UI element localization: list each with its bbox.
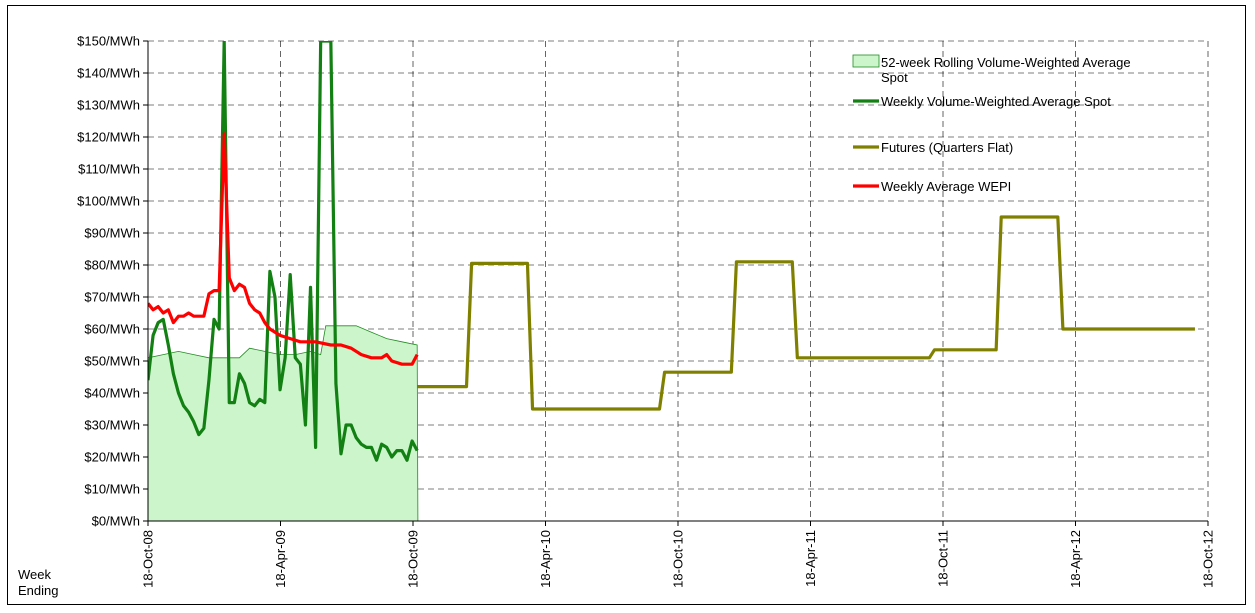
- x-tick-label: 18-Apr-09: [273, 530, 288, 588]
- y-tick-label: $80/MWh: [84, 258, 140, 273]
- x-tick-label: 18-Oct-08: [141, 530, 156, 588]
- x-tick-label: 18-Oct-12: [1201, 530, 1216, 588]
- legend: 52-week Rolling Volume-Weighted AverageS…: [852, 54, 1131, 194]
- y-tick-label: $50/MWh: [84, 354, 140, 369]
- legend-label: Futures (Quarters Flat): [881, 140, 1013, 155]
- legend-label: 52-week Rolling Volume-Weighted Average: [881, 55, 1131, 70]
- y-tick-label: $20/MWh: [84, 450, 140, 465]
- x-axis-title: Week: [18, 567, 51, 582]
- y-tick-label: $70/MWh: [84, 290, 140, 305]
- series-line-futures-quarters-flat: [417, 215, 1195, 411]
- x-axis-title: Ending: [18, 583, 58, 598]
- y-tick-label: $60/MWh: [84, 322, 140, 337]
- y-tick-label: $120/MWh: [77, 130, 140, 145]
- y-tick-label: $30/MWh: [84, 418, 140, 433]
- x-tick-label: 18-Oct-10: [671, 530, 686, 588]
- x-tick-label: 18-Oct-11: [936, 530, 951, 587]
- y-tick-label: $150/MWh: [77, 34, 140, 49]
- y-tick-label: $110/MWh: [78, 162, 140, 177]
- gridlines: [148, 40, 1209, 521]
- y-tick-label: $140/MWh: [77, 66, 140, 81]
- y-tick-label: $90/MWh: [84, 226, 140, 241]
- series-line-weekly-volume-weighted-average-spot: [148, 41, 419, 462]
- area-rolling-average: [148, 325, 418, 521]
- y-tick-label: $0/MWh: [92, 514, 140, 529]
- y-tick-label: $40/MWh: [84, 386, 140, 401]
- x-tick-label: 18-Apr-10: [538, 530, 553, 588]
- chart-frame: [7, 5, 1246, 605]
- y-tick-label: $100/MWh: [77, 194, 140, 209]
- y-tick-label: $10/MWh: [84, 482, 140, 497]
- series-line-weekly-average-wepi: [148, 132, 419, 366]
- x-tick-label: 18-Apr-12: [1068, 530, 1083, 588]
- x-tick-label: 18-Oct-09: [406, 530, 421, 588]
- legend-label: Weekly Volume-Weighted Average Spot: [881, 94, 1111, 109]
- legend-label: Spot: [881, 70, 908, 85]
- legend-label: Weekly Average WEPI: [881, 179, 1011, 194]
- x-tick-label: 18-Apr-11: [803, 530, 818, 587]
- y-tick-label: $130/MWh: [77, 98, 140, 113]
- series-group: [148, 41, 1195, 521]
- legend-swatch-area: [852, 54, 880, 68]
